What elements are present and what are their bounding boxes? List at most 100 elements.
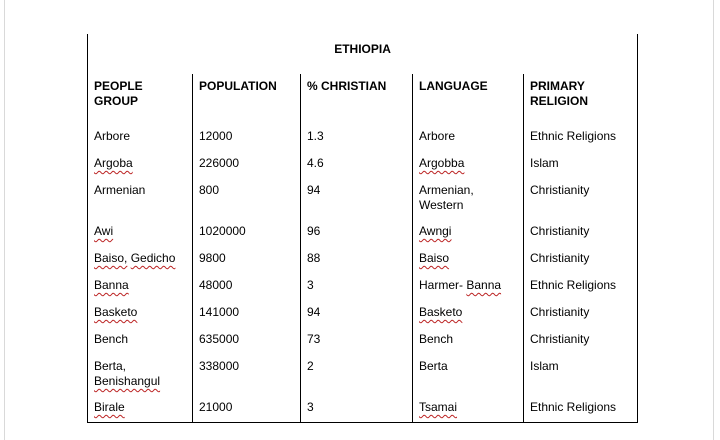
cell-text: 96 — [307, 224, 321, 238]
cell-text: 73 — [307, 332, 321, 346]
table-header-row: PEOPLE GROUP POPULATION % CHRISTIAN LANG… — [87, 74, 639, 124]
table-cell: 226000 — [192, 151, 301, 178]
cell-text: Armenian, Western — [419, 183, 474, 212]
table-cell: Islam — [522, 151, 639, 178]
cell-text: 2 — [307, 359, 314, 373]
column-header-population: POPULATION — [192, 74, 301, 124]
table-body: Arbore 12000 1.3 Arbore Ethnic Religions Argo… — [87, 124, 639, 423]
table-cell: Islam — [522, 354, 639, 395]
table-cell: Christianity — [522, 300, 639, 327]
table-cell: Basketo — [412, 300, 524, 327]
cell-text: 338000 — [199, 359, 240, 373]
table-cell: 96 — [300, 219, 413, 246]
table-cell: 2 — [300, 354, 413, 395]
table-cell: Christianity — [522, 327, 639, 354]
table-cell: Harmer- Banna — [412, 273, 524, 300]
column-header-language: LANGUAGE — [412, 74, 524, 124]
table-cell: 48000 — [192, 273, 301, 300]
cell-text: Christianity — [530, 305, 590, 319]
table-cell: Armenian — [87, 178, 193, 219]
misspelled-word: Benishangul — [94, 374, 161, 388]
table-cell: 338000 — [192, 354, 301, 395]
table-row: Argoba 226000 4.6 Argobba Islam — [87, 151, 639, 178]
table-cell: Basketo — [87, 300, 193, 327]
table-cell: 94 — [300, 178, 413, 219]
table-row: Baiso, Gedicho 9800 88 Baiso Christianity — [87, 246, 639, 273]
cell-text: Islam — [530, 156, 559, 170]
table-cell: 1020000 — [192, 219, 301, 246]
table-cell: Awngi — [412, 219, 524, 246]
cell-text: 88 — [307, 251, 321, 265]
cell-text: Armenian — [94, 183, 146, 197]
table-cell: Argoba — [87, 151, 193, 178]
cell-text: 1.3 — [307, 129, 324, 143]
table-cell: 141000 — [192, 300, 301, 327]
cell-text: Berta, — [94, 359, 127, 373]
cell-text: 4.6 — [307, 156, 324, 170]
table-cell: 94 — [300, 300, 413, 327]
cell-text: Christianity — [530, 224, 590, 238]
table-cell: Armenian, Western — [412, 178, 524, 219]
cell-text: Arbore — [419, 129, 456, 143]
cell-text: Christianity — [530, 183, 590, 197]
table-title: ETHIOPIA — [86, 34, 639, 74]
misspelled-word: Tsamai — [419, 400, 458, 414]
misspelled-word: Basketo — [419, 305, 463, 319]
table-cell: Ethnic Religions — [522, 124, 639, 151]
cell-text: Harmer- — [419, 278, 467, 292]
cell-text: Ethnic Religions — [530, 129, 617, 143]
table-cell: Ethnic Religions — [522, 395, 639, 423]
cell-text: Ethnic Religions — [530, 400, 617, 414]
cell-text: 1020000 — [199, 224, 246, 238]
column-header-people-group: PEOPLE GROUP — [87, 74, 193, 124]
table-cell: Arbore — [412, 124, 524, 151]
table-cell: 3 — [300, 395, 413, 423]
cell-text: Bench — [94, 332, 129, 346]
cell-text: 226000 — [199, 156, 240, 170]
misspelled-word: Basketo — [94, 305, 138, 319]
table-cell: 73 — [300, 327, 413, 354]
table-row: Armenian 800 94 Armenian, Western Christiani… — [87, 178, 639, 219]
table-cell: Christianity — [522, 178, 639, 219]
cell-text: 635000 — [199, 332, 240, 346]
table-cell: 800 — [192, 178, 301, 219]
cell-text: 3 — [307, 400, 314, 414]
page-edge-right — [713, 0, 714, 440]
table-cell: Banna — [87, 273, 193, 300]
table-cell: Argobba — [412, 151, 524, 178]
table-cell: Bench — [412, 327, 524, 354]
table-cell: Baiso, Gedicho — [87, 246, 193, 273]
table-cell: 9800 — [192, 246, 301, 273]
table-cell: 635000 — [192, 327, 301, 354]
cell-text: Ethnic Religions — [530, 278, 617, 292]
table-cell: 21000 — [192, 395, 301, 423]
table-cell: Awi — [87, 219, 193, 246]
misspelled-word: Awi — [94, 224, 114, 238]
table-cell: Christianity — [522, 219, 639, 246]
table-row: Basketo 141000 94 Basketo Christianity — [87, 300, 639, 327]
table-cell: Bench — [87, 327, 193, 354]
misspelled-word: Baiso, — [94, 251, 128, 265]
table-cell: Christianity — [522, 246, 639, 273]
misspelled-word: Argobba — [419, 156, 465, 170]
table-cell: Arbore — [87, 124, 193, 151]
cell-text: Berta — [419, 359, 448, 373]
table-row: Birale 21000 3 Tsamai Ethnic Religions — [87, 395, 639, 423]
column-header-primary-religion: PRIMARY RELIGION — [522, 74, 639, 124]
cell-text: 94 — [307, 305, 321, 319]
misspelled-word: Baiso — [419, 251, 450, 265]
misspelled-word: Birale — [94, 400, 125, 414]
table-cell: Berta, Benishangul — [87, 354, 193, 395]
misspelled-word: Banna — [94, 278, 129, 292]
table-cell: Tsamai — [412, 395, 524, 423]
table-cell: 3 — [300, 273, 413, 300]
table-row: Awi 1020000 96 Awngi Christianity — [87, 219, 639, 246]
table-row: Banna 48000 3 Harmer- Banna Ethnic Religions — [87, 273, 639, 300]
cell-text: 9800 — [199, 251, 226, 265]
table-row: Arbore 12000 1.3 Arbore Ethnic Religions — [87, 124, 639, 151]
cell-text: 141000 — [199, 305, 240, 319]
cell-text: 94 — [307, 183, 321, 197]
cell-text: Islam — [530, 359, 559, 373]
cell-text: 12000 — [199, 129, 233, 143]
